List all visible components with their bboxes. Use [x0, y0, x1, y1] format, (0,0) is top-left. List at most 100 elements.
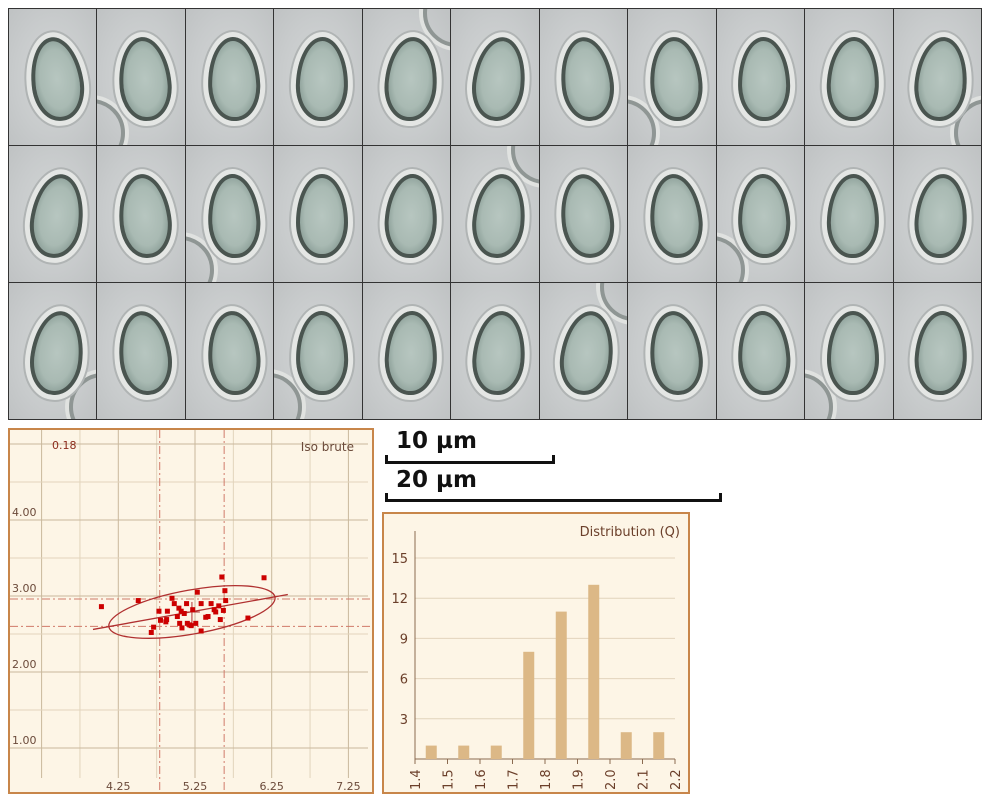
data-point [181, 610, 187, 616]
spore [25, 170, 89, 262]
spore [913, 309, 970, 397]
spore [296, 174, 349, 258]
spore [382, 172, 439, 260]
x-tick-label: 1.5 [442, 769, 457, 790]
data-point [193, 620, 199, 626]
histogram: Distribution (Q) 3 6 9 12 15 1.4 1.5 1.6 1.7 1.8 1… [391, 525, 684, 790]
spore [295, 36, 349, 122]
x-tick-label: 2.0 [604, 769, 619, 790]
data-point [135, 598, 141, 604]
spore-photo [628, 283, 716, 419]
data-point [164, 608, 170, 614]
spore [115, 34, 175, 124]
scatter-plot-panel: 4.25 5.25 6.25 7.25 1.00 2.00 3.00 4.00 0.18 Is… [8, 428, 374, 794]
spore [645, 308, 707, 398]
spore-photo [539, 283, 628, 419]
spore-photo [9, 146, 97, 282]
spore-image-mosaic [8, 8, 982, 420]
spore-photo [893, 146, 981, 282]
spore [204, 309, 263, 397]
spore-photo [539, 9, 628, 145]
x-tick-label: 4.25 [106, 780, 131, 792]
scale-bar-20 [385, 493, 722, 502]
spore [555, 307, 620, 399]
spore [826, 173, 880, 259]
x-tick-label: 1.4 [409, 769, 424, 790]
x-tick-label: 2.2 [669, 769, 684, 790]
neighbor-spore [511, 146, 539, 184]
x-tick-label: 7.25 [336, 780, 361, 792]
spore [646, 171, 706, 261]
data-point [157, 617, 163, 623]
data-point [205, 614, 211, 620]
spore-photo [451, 9, 539, 145]
data-point [223, 598, 229, 604]
spore [383, 310, 438, 396]
spore-photo [185, 283, 274, 419]
spore [205, 172, 262, 260]
spore [737, 36, 792, 122]
spore-photo [451, 283, 539, 419]
spore [825, 36, 881, 122]
y-tick-label: 4.00 [12, 506, 37, 519]
x-tick-label: 5.25 [183, 780, 208, 792]
data-point [198, 628, 204, 634]
scale-bar-10-label: 10 µm [396, 428, 477, 454]
spore-photo [451, 146, 539, 282]
spore [114, 308, 177, 398]
data-point [164, 617, 170, 623]
spore [736, 173, 792, 259]
histogram-bar [555, 611, 567, 759]
spore-photo [185, 146, 274, 282]
data-point [190, 607, 196, 613]
spore [381, 35, 440, 123]
data-point [177, 620, 183, 626]
y-tick-label: 15 [391, 552, 408, 567]
histogram-bar [653, 732, 665, 759]
histogram-bar [490, 745, 502, 759]
y-tick-label: 2.00 [12, 658, 37, 671]
spore-photo [362, 9, 451, 145]
x-tick-label: 1.6 [474, 769, 489, 790]
spore-photo [97, 9, 185, 145]
data-point [216, 603, 222, 609]
spore-photo [362, 283, 451, 419]
histogram-bar [620, 732, 632, 759]
data-point [198, 601, 204, 607]
spore-photo [9, 9, 97, 145]
x-tick-label: 1.9 [572, 769, 587, 790]
data-point [176, 605, 182, 611]
y-tick-label: 6 [400, 673, 408, 688]
spore [555, 170, 620, 262]
data-point [174, 614, 180, 620]
spore-photo [628, 146, 716, 282]
histogram-bar [588, 584, 600, 759]
spore-photo [805, 283, 893, 419]
spore [826, 311, 879, 395]
histogram-panel: Distribution (Q) 3 6 9 12 15 1.4 1.5 1.6 1.7 1.8 1… [382, 512, 690, 794]
data-point [219, 574, 225, 580]
spore [556, 34, 619, 124]
confidence-ellipse [108, 584, 276, 639]
data-point [179, 625, 185, 631]
spore-photo [893, 283, 981, 419]
x-tick-label: 1.8 [539, 769, 554, 790]
data-point [169, 595, 175, 601]
spore-photo [185, 9, 274, 145]
x-tick-label: 1.7 [507, 769, 522, 790]
scale-bar-20-label: 20 µm [396, 467, 477, 493]
spore [25, 33, 89, 125]
spore-photo [274, 9, 362, 145]
neighbor-spore [805, 373, 834, 419]
data-point [151, 624, 157, 630]
spore [912, 172, 971, 260]
data-point [188, 623, 194, 629]
spore-photo [274, 283, 362, 419]
data-point [194, 589, 200, 595]
histogram-bar [458, 745, 470, 759]
data-point [148, 629, 154, 635]
neighbor-spore [422, 9, 451, 47]
histogram-bar [523, 651, 535, 759]
spore [295, 310, 349, 396]
data-point [184, 601, 190, 607]
